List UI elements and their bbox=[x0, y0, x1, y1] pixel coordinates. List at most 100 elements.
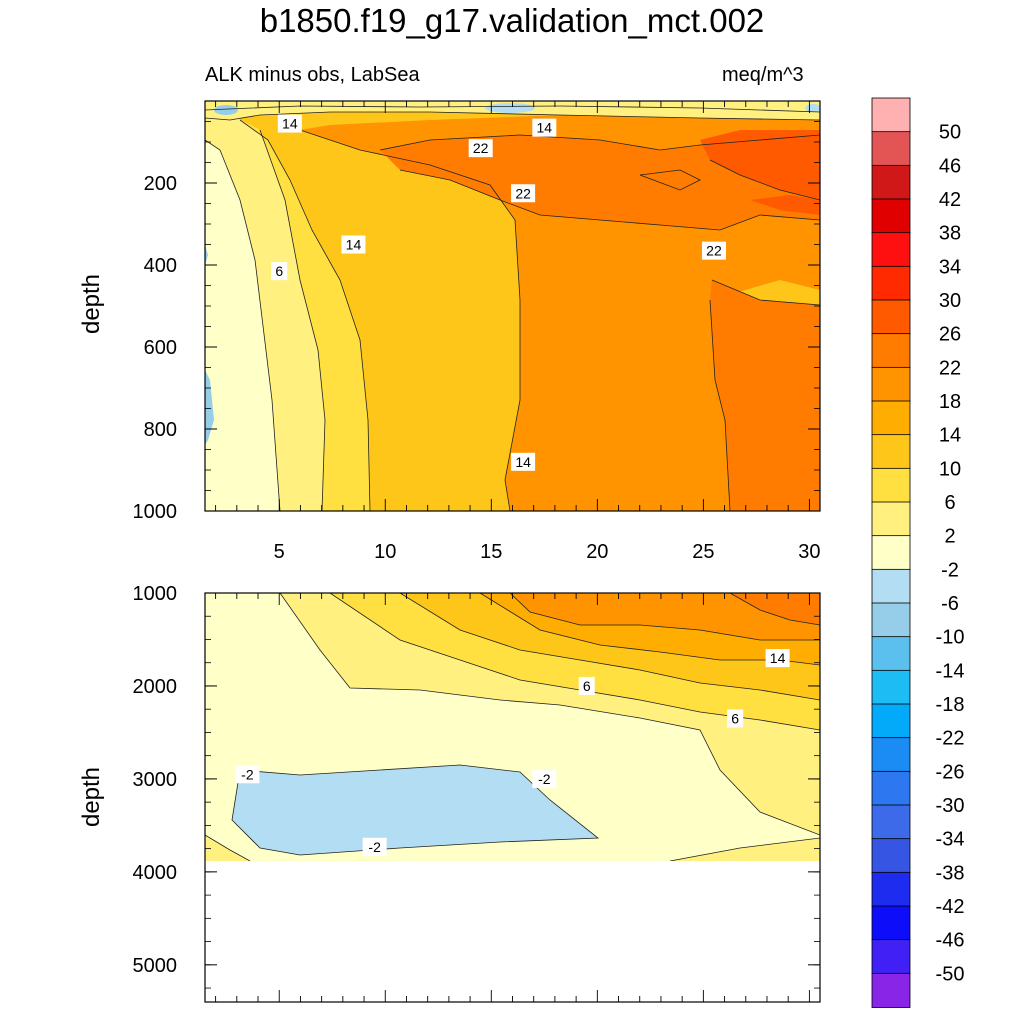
svg-text:-2: -2 bbox=[538, 771, 551, 787]
colorbar-label: -50 bbox=[936, 963, 965, 985]
colorbar-label: -14 bbox=[936, 660, 965, 682]
colorbar-box bbox=[871, 97, 911, 133]
colorbar-label: -10 bbox=[936, 627, 965, 649]
x-tick-label: 5 bbox=[274, 541, 285, 563]
page-title: b1850.f19_g17.validation_mct.002 bbox=[259, 2, 765, 39]
colorbar-label: 42 bbox=[939, 189, 961, 211]
y-tick-label: 400 bbox=[144, 255, 177, 277]
colorbar-label: 10 bbox=[939, 458, 961, 480]
contour-label: 14 bbox=[532, 118, 557, 137]
axis-layer: 200 400 600 800 1000 5 10 15 20 25 30 1000 2000 3000 4… bbox=[133, 100, 821, 1002]
colorbar-box bbox=[871, 232, 911, 268]
colorbar-label: -22 bbox=[936, 728, 965, 750]
svg-text:14: 14 bbox=[346, 237, 362, 253]
svg-text:14: 14 bbox=[537, 120, 553, 136]
band-26-small bbox=[750, 195, 820, 215]
svg-text:14: 14 bbox=[770, 650, 786, 666]
y-tick-label: 3000 bbox=[133, 769, 178, 791]
contour-label: 22 bbox=[701, 241, 726, 260]
colorbar-label: 38 bbox=[939, 223, 961, 245]
colorbar-box bbox=[871, 804, 911, 840]
svg-text:6: 6 bbox=[275, 263, 283, 279]
colorbar-label: -46 bbox=[936, 930, 965, 952]
colorbar-box bbox=[871, 972, 911, 1008]
colorbar-box bbox=[871, 434, 911, 470]
band-22-right bbox=[710, 280, 820, 511]
colorbar-box bbox=[871, 467, 911, 503]
colorbar-label: 6 bbox=[944, 492, 955, 514]
colorbar-box bbox=[871, 703, 911, 739]
colorbar-box bbox=[871, 265, 911, 301]
svg-text:14: 14 bbox=[515, 454, 531, 470]
colorbar-box bbox=[871, 838, 911, 874]
colorbar-label: 18 bbox=[939, 391, 961, 413]
negative-region bbox=[232, 765, 598, 855]
band-18 bbox=[510, 593, 820, 640]
colorbar-box bbox=[871, 939, 911, 975]
deep-negative-left bbox=[205, 370, 214, 445]
svg-text:22: 22 bbox=[706, 243, 722, 259]
colorbar-box bbox=[871, 299, 911, 335]
colorbar-box bbox=[871, 400, 911, 436]
contour-label: 6 bbox=[578, 676, 595, 695]
colorbar: 50 46 42 38 34 30 26 22 18 14 10 6 2 -2 -6 -10 -14 -18 -22… bbox=[871, 97, 965, 1008]
left-subtitle: ALK minus obs, LabSea bbox=[205, 64, 420, 86]
colorbar-label: 22 bbox=[939, 357, 961, 379]
colorbar-label: 14 bbox=[939, 425, 961, 447]
colorbar-label: 50 bbox=[939, 122, 961, 144]
colorbar-box bbox=[871, 602, 911, 638]
contour-label: 14 bbox=[765, 649, 790, 668]
colorbar-box bbox=[871, 164, 911, 200]
bottom-right-2 bbox=[670, 838, 820, 861]
colorbar-box bbox=[871, 535, 911, 571]
colorbar-box bbox=[871, 770, 911, 806]
svg-text:-2: -2 bbox=[241, 766, 254, 782]
x-tick-label: 10 bbox=[374, 541, 396, 563]
band-6 bbox=[205, 101, 325, 511]
colorbar-label: -26 bbox=[936, 761, 965, 783]
deep-negative-left-2 bbox=[205, 245, 208, 265]
colorbar-label: -6 bbox=[941, 593, 959, 615]
svg-text:14: 14 bbox=[282, 116, 298, 132]
surface-negative-2 bbox=[485, 103, 535, 113]
contour-label: 22 bbox=[511, 184, 536, 203]
y-tick-label: 4000 bbox=[133, 862, 178, 884]
band-light-yellow bbox=[205, 101, 280, 511]
contour-label: -2 bbox=[235, 765, 260, 784]
contour-label: 6 bbox=[727, 709, 744, 728]
colorbar-box bbox=[871, 131, 911, 167]
svg-text:22: 22 bbox=[473, 140, 489, 156]
band-26 bbox=[700, 130, 820, 200]
y-tick-label: 1000 bbox=[133, 583, 178, 605]
svg-text:-2: -2 bbox=[368, 839, 381, 855]
x-tick-label: 20 bbox=[586, 541, 608, 563]
contour-label: 14 bbox=[341, 235, 366, 254]
svg-text:6: 6 bbox=[731, 710, 739, 726]
bottom-left-2 bbox=[205, 835, 250, 861]
colorbar-box bbox=[871, 366, 911, 402]
y-tick-label: 600 bbox=[144, 337, 177, 359]
colorbar-box bbox=[871, 737, 911, 773]
band-22 bbox=[730, 593, 820, 625]
lower-no-data-area bbox=[206, 862, 819, 1002]
lower-panel-fills bbox=[205, 593, 820, 861]
colorbar-label: 34 bbox=[939, 256, 961, 278]
surface-negative-1 bbox=[214, 105, 238, 115]
contour-label: 14 bbox=[511, 452, 536, 471]
colorbar-box bbox=[871, 905, 911, 941]
y-tick-label: 800 bbox=[144, 419, 177, 441]
colorbar-box bbox=[871, 871, 911, 907]
contour-label-layer: 14 14 22 22 22 14 6 14 14 6 6 -2 -2 -2 bbox=[235, 114, 790, 856]
svg-text:6: 6 bbox=[583, 678, 591, 694]
colorbar-box bbox=[871, 669, 911, 705]
contour-label: -2 bbox=[362, 837, 387, 856]
contour-label: 6 bbox=[271, 262, 288, 281]
colorbar-box bbox=[871, 636, 911, 672]
x-tick-label: 30 bbox=[798, 541, 820, 563]
colorbar-label: -34 bbox=[936, 829, 965, 851]
contour-label: -2 bbox=[532, 769, 557, 788]
x-tick-label: 15 bbox=[480, 541, 502, 563]
colorbar-label: -2 bbox=[941, 559, 959, 581]
upper-panel-fills bbox=[205, 101, 820, 511]
colorbar-label: 46 bbox=[939, 155, 961, 177]
